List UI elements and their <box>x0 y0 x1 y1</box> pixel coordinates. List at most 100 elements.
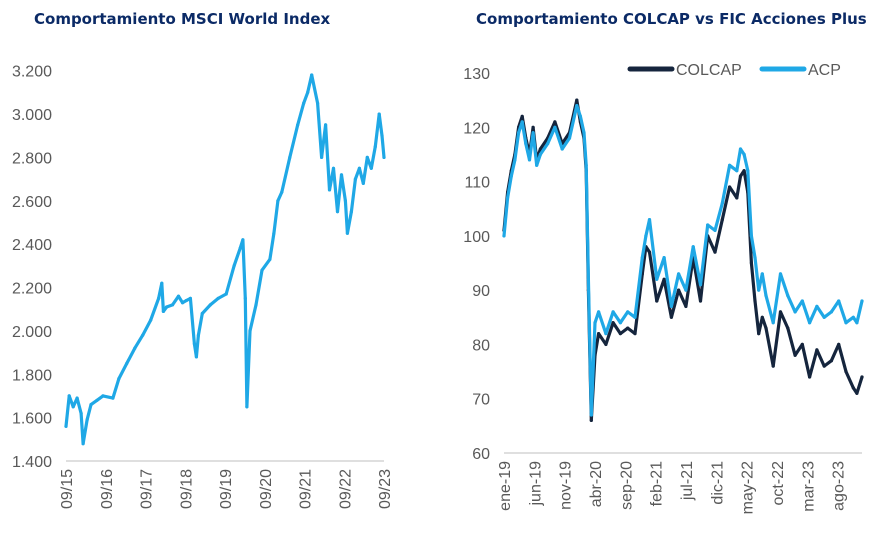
data-point <box>531 125 535 129</box>
data-point <box>513 158 517 162</box>
data-point <box>238 246 242 251</box>
data-point <box>377 112 381 116</box>
y-tick-label: 130 <box>463 66 490 83</box>
data-point <box>742 152 746 156</box>
y-tick-label: 110 <box>464 175 490 192</box>
data-point <box>728 185 732 189</box>
data-point <box>582 131 586 135</box>
data-point <box>644 234 648 238</box>
data-point <box>320 155 324 159</box>
data-point <box>786 294 790 298</box>
data-point <box>117 377 121 381</box>
data-point <box>272 231 276 235</box>
data-point <box>254 303 258 307</box>
y-tick-label: 90 <box>472 283 490 300</box>
data-point <box>241 238 245 242</box>
data-point <box>855 321 859 325</box>
data-point <box>316 101 320 105</box>
data-point <box>860 299 864 303</box>
data-point <box>604 342 608 346</box>
data-point <box>345 231 349 235</box>
y-tick-label: 100 <box>463 229 490 246</box>
data-point <box>101 394 105 398</box>
data-point <box>808 375 812 379</box>
data-point <box>546 142 550 146</box>
data-point <box>662 256 666 260</box>
data-point <box>815 304 819 308</box>
data-point <box>133 346 137 350</box>
data-point <box>280 190 284 194</box>
data-point <box>531 131 535 135</box>
data-point <box>188 296 192 300</box>
data-point <box>369 166 373 170</box>
x-tick-label: 09/23 <box>377 469 394 509</box>
data-point <box>538 152 542 156</box>
y-tick-label: 2.800 <box>12 150 52 167</box>
data-point <box>302 101 306 105</box>
data-point <box>224 292 228 296</box>
data-point <box>361 181 365 185</box>
msci-chart: 1.400 1.600 1.800 2.000 2.200 2.400 2.600 2.800… <box>12 64 394 509</box>
data-point <box>800 342 804 346</box>
data-point <box>95 398 99 402</box>
y-tick-label: 1.600 <box>12 411 52 428</box>
data-point <box>760 315 764 319</box>
data-point <box>844 370 848 374</box>
legend-label: COLCAP <box>676 62 742 79</box>
data-point <box>757 288 761 292</box>
data-point <box>618 332 622 336</box>
data-point <box>829 359 833 363</box>
data-point <box>357 166 361 170</box>
data-point <box>742 169 746 173</box>
data-point <box>170 303 175 307</box>
data-point <box>698 299 703 303</box>
data-point <box>855 391 859 395</box>
series-line-0 <box>64 73 386 446</box>
data-point <box>324 123 328 127</box>
data-point <box>728 163 732 167</box>
data-point <box>200 311 204 316</box>
data-point <box>808 321 812 325</box>
x-tick-label: sep-20 <box>619 461 636 510</box>
data-point <box>589 413 593 417</box>
series-line-colcap <box>502 98 864 422</box>
data-point <box>243 296 247 300</box>
data-point <box>248 329 252 333</box>
data-point <box>860 375 864 379</box>
data-point <box>633 332 637 336</box>
data-point <box>778 310 783 314</box>
data-point <box>535 163 539 167</box>
x-tick-label: 09/17 <box>139 469 156 509</box>
data-point <box>232 264 236 268</box>
y-tick-label: 70 <box>472 392 490 409</box>
data-point <box>196 333 200 337</box>
data-point <box>509 174 513 178</box>
data-point <box>597 310 601 314</box>
data-point <box>306 90 310 94</box>
data-point <box>586 277 590 281</box>
data-point <box>343 199 347 203</box>
legend-label: ACP <box>808 62 841 79</box>
data-point <box>245 405 249 409</box>
msci-chart-panel: Comportamiento MSCI World Index 1.400 1.6… <box>12 10 394 509</box>
data-point <box>837 299 841 303</box>
x-tick-label: ago-23 <box>830 461 847 511</box>
data-point <box>339 173 344 177</box>
data-point <box>760 272 764 276</box>
data-point <box>75 396 79 400</box>
data-point <box>310 73 314 77</box>
data-point <box>764 294 768 298</box>
y-tick-label: 1.800 <box>12 367 52 384</box>
data-point <box>669 315 673 319</box>
x-tick-label: 09/18 <box>178 469 195 509</box>
data-point <box>160 281 164 285</box>
data-point <box>192 342 196 346</box>
y-tick-label: 2.000 <box>12 324 52 341</box>
y-tick-label: 60 <box>472 446 490 463</box>
data-point <box>720 218 724 222</box>
data-point <box>64 424 68 428</box>
data-point <box>216 296 220 300</box>
data-point <box>753 256 757 260</box>
data-point <box>180 301 185 305</box>
data-point <box>553 120 557 124</box>
